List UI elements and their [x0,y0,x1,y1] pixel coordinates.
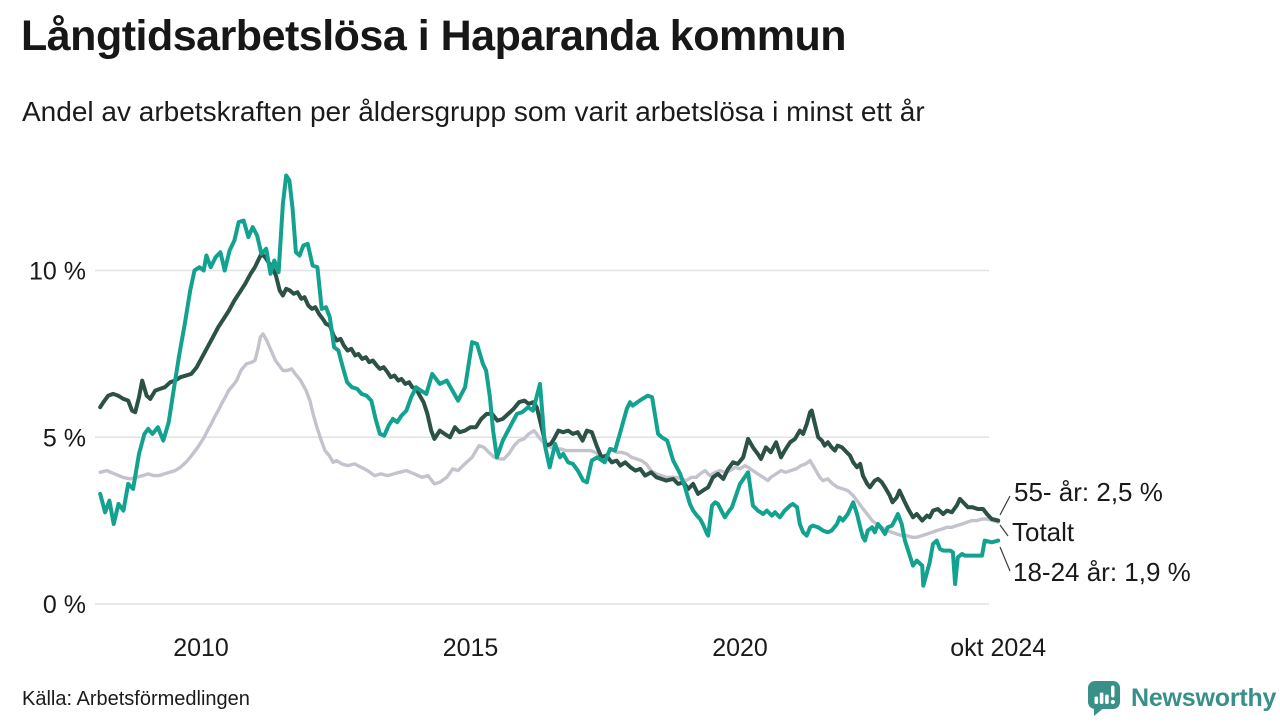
end-label-connector [999,524,1009,537]
end-label-connector [999,546,1011,572]
source-text: Källa: Arbetsförmedlingen [22,688,250,710]
y-axis-tick-label: 0 % [43,591,86,619]
series-end-label: Totalt [1012,517,1075,547]
series-end-label: 18-24 år: 1,9 % [1013,557,1191,587]
page-title: Långtidsarbetslösa i Haparanda kommun [21,12,846,60]
end-label-connector [999,495,1011,516]
page-subtitle: Andel av arbetskraften per åldersgrupp s… [22,96,925,127]
x-axis-tick-label: okt 2024 [950,634,1046,662]
newsworthy-wordmark: Newsworthy [1131,683,1277,712]
series-line-55- år [98,251,1001,523]
series-end-label: 55- år: 2,5 % [1014,477,1163,507]
series-line-18-24 år [98,173,1001,588]
newsworthy-logo: Newsworthy [1086,679,1277,722]
x-axis-tick-label: 2015 [443,634,499,662]
x-axis-tick-label: 2010 [173,634,229,662]
y-axis-tick-label: 10 % [29,258,86,286]
x-axis-tick-label: 2020 [712,634,768,662]
newsworthy-bubble-chart-icon [1086,679,1123,722]
series-line-Totalt [98,332,1000,539]
y-axis-tick-label: 5 % [43,424,86,452]
